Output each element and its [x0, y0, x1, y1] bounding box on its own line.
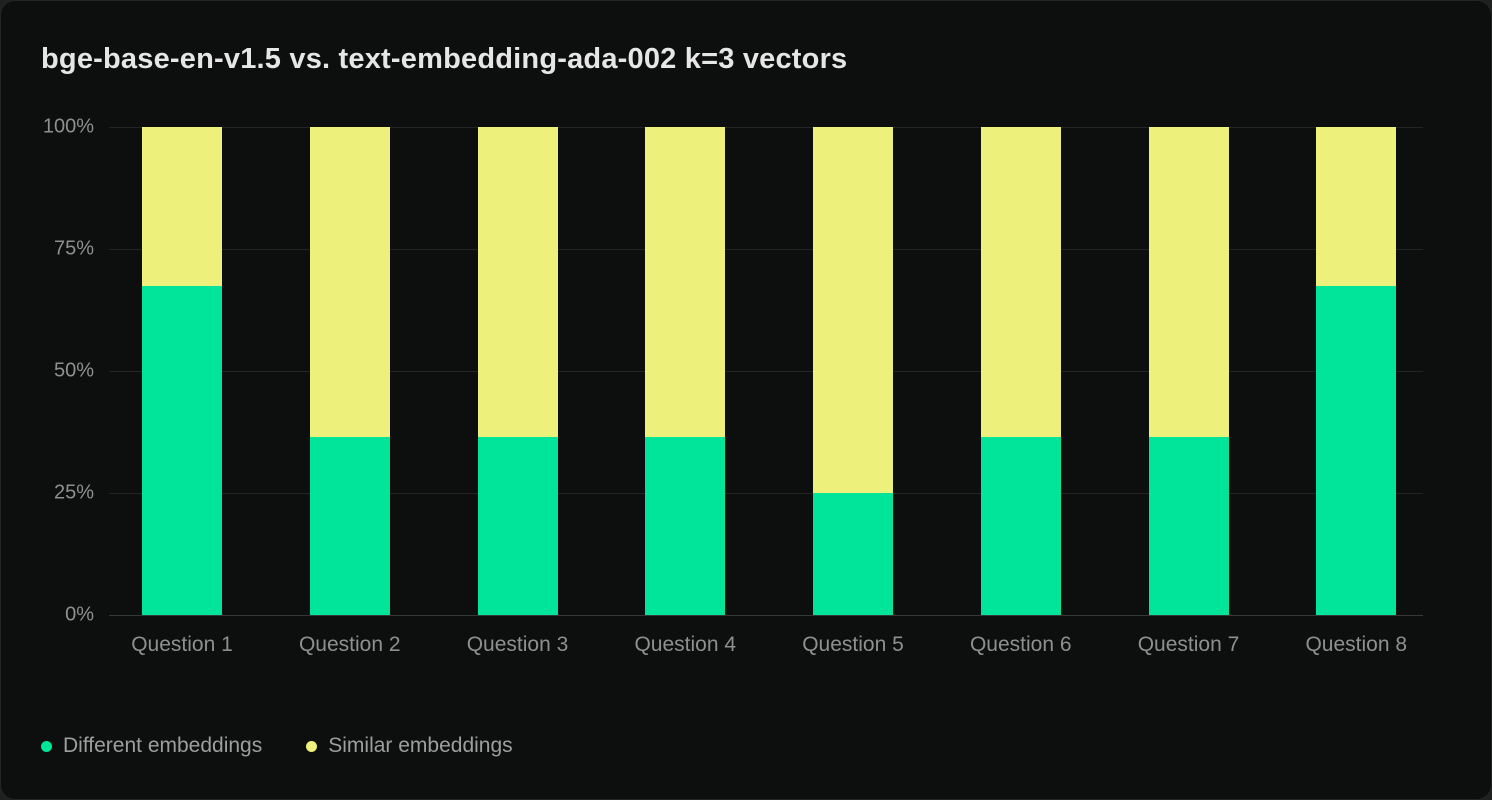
bar-group-question-4 — [645, 127, 726, 615]
x-axis-label-7: Question 7 — [1137, 633, 1240, 656]
plot-area — [109, 126, 1423, 616]
bar-group-question-8 — [1316, 127, 1397, 615]
gridline-25% — [109, 492, 1423, 494]
gridline-100% — [109, 126, 1423, 128]
bar-group-question-5 — [813, 127, 893, 615]
bar-segment-similar-embeddings — [1148, 127, 1229, 437]
legend-item-similar-embeddings: Similar embeddings — [306, 734, 513, 758]
gridline-50% — [109, 370, 1423, 372]
bar-segment-different-embeddings — [645, 436, 726, 615]
bar-group-question-3 — [477, 127, 558, 615]
bar-group-question-2 — [309, 127, 390, 615]
legend-swatch-icon — [41, 740, 52, 752]
bar-group-question-1 — [142, 127, 222, 615]
legend-item-label: Similar embeddings — [328, 734, 513, 757]
bar-segment-different-embeddings — [1316, 285, 1397, 615]
x-axis-label-1: Question 1 — [131, 633, 233, 656]
x-axis-label-2: Question 2 — [298, 633, 401, 656]
legend-item-different-embeddings: Different embeddings — [41, 734, 262, 758]
bar-segment-similar-embeddings — [309, 127, 390, 437]
bar-segment-similar-embeddings — [645, 127, 726, 437]
gridline-0% — [109, 614, 1423, 616]
bar-segment-different-embeddings — [813, 493, 893, 615]
y-axis-tick-label: 100% — [42, 115, 94, 138]
x-axis-label-5: Question 5 — [802, 633, 904, 656]
bar-segment-similar-embeddings — [813, 127, 893, 493]
bar-group-question-6 — [980, 127, 1061, 615]
y-axis-tick-label: 25% — [53, 481, 94, 504]
x-axis-label-8: Question 8 — [1305, 633, 1408, 656]
x-axis-label-3: Question 3 — [466, 633, 569, 656]
bar-segment-similar-embeddings — [1316, 127, 1397, 286]
y-axis-tick-label: 50% — [53, 359, 94, 382]
legend: Different embeddings Similar embeddings — [41, 734, 513, 758]
x-axis-label-4: Question 4 — [634, 633, 737, 656]
bar-segment-different-embeddings — [1148, 436, 1229, 615]
chart-title: bge-base-en-v1.5 vs. text-embedding-ada-… — [41, 43, 848, 75]
x-axis-label-6: Question 6 — [969, 633, 1072, 656]
gridline-75% — [109, 248, 1423, 250]
bar-segment-different-embeddings — [142, 285, 222, 615]
bar-segment-different-embeddings — [980, 436, 1061, 615]
bar-group-question-7 — [1148, 127, 1229, 615]
bar-segment-similar-embeddings — [477, 127, 558, 437]
legend-item-label: Different embeddings — [63, 734, 263, 757]
y-axis-tick-label: 75% — [53, 237, 94, 260]
bar-segment-different-embeddings — [309, 436, 390, 615]
bar-segment-different-embeddings — [477, 436, 558, 615]
legend-swatch-icon — [306, 740, 318, 752]
bar-segment-similar-embeddings — [142, 127, 222, 286]
y-axis-tick-label: 0% — [65, 603, 94, 626]
bar-segment-similar-embeddings — [980, 127, 1061, 437]
